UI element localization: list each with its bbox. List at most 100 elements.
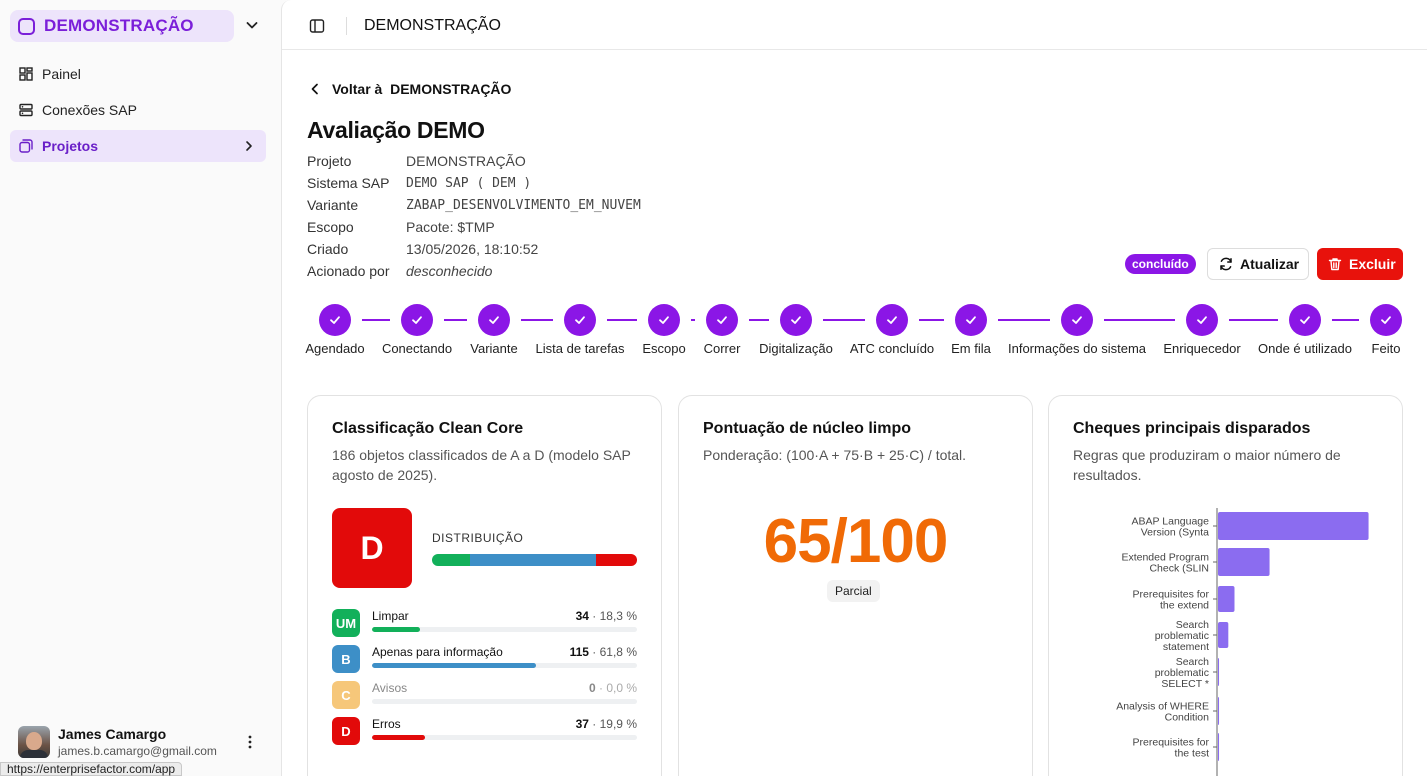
card-subtitle: Regras que produziram o maior número de … [1073,447,1341,483]
step-label: Variante [470,341,518,356]
step-complete-icon [648,304,680,336]
step-label: Agendado [305,341,365,356]
chart-bar[interactable] [1218,548,1270,576]
score-card: Pontuação de núcleo limpo Ponderação: (1… [678,395,1033,776]
meta-value: ZABAP_DESENVOLVIMENTO_EM_NUVEM [406,197,641,213]
step-label: Informações do sistema [1007,341,1147,356]
trash-icon [1328,258,1342,271]
sidebar-nav: Painel Conexões SAP Projetos [10,58,266,166]
step-label: Correr [703,341,741,356]
step-connector [919,319,944,321]
step-connector [1229,319,1278,321]
sidebar-item-label: Painel [42,66,81,82]
meta-key: Escopo [307,219,354,235]
metadata-list: Projeto DEMONSTRAÇÃO Sistema SAP DEMO SAP … [307,150,641,282]
grade-percent: · 19,9 % [592,717,637,731]
org-name: DEMONSTRAÇÃO [44,16,194,35]
dashboard-icon [19,67,33,81]
grade-track [372,699,637,704]
status-badge: concluído [1125,254,1196,274]
step-label: ATC concluído [849,341,935,356]
page-title: Avaliação DEMO [307,117,485,143]
meta-key: Sistema SAP [307,175,390,191]
step-complete-icon [955,304,987,336]
sidebar-item-projetos[interactable]: Projetos [10,130,266,162]
org-switcher[interactable]: DEMONSTRAÇÃO [10,10,234,42]
chart-bar[interactable] [1218,622,1229,648]
step-complete-icon [706,304,738,336]
grade-name: Avisos [372,681,408,695]
step-label: Enriquecedor [1163,341,1241,356]
sidebar-item-painel[interactable]: Painel [10,58,266,90]
distribution-segment [469,554,597,566]
grade-count-value: 37 [575,717,589,731]
step-label: Escopo [642,341,686,356]
card-title: Classificação Clean Core [332,420,524,437]
y-tick-label: ABAP Language Version (Synta [1132,516,1210,539]
step-label: Em fila [951,341,991,356]
more-vertical-icon[interactable] [244,734,256,750]
delete-button[interactable]: Excluir [1317,248,1403,280]
grade-chip: UM [332,609,360,637]
meta-row: Criado 13/05/2026, 18:10:52 [307,238,641,260]
grade-percent: · 18,3 % [592,609,637,623]
grade-percent: · 0,0 % [598,681,637,695]
main-content: DEMONSTRAÇÃO Voltar à DEMONSTRAÇÃO Avali… [281,0,1427,776]
grade-track [372,663,637,668]
grade-track [372,627,637,632]
step-label: Feito [1371,341,1401,356]
step-complete-icon [1370,304,1402,336]
header-breadcrumb: DEMONSTRAÇÃO [364,17,501,34]
delete-button-label: Excluir [1349,256,1396,272]
sidebar-item-conexoes-sap[interactable]: Conexões SAP [10,94,266,126]
y-tick-label: Extended Program Check (SLIN [1121,552,1209,575]
grade-count-value: 115 [569,645,589,659]
user-name: James Camargo [58,726,167,742]
user-profile[interactable]: James Camargo james.b.camargo@gmail.com [18,724,268,764]
grade-count: 115 · 61,8 % [570,645,637,659]
grade-count: 34 · 18,3 % [576,609,637,623]
step-connector [1332,319,1359,321]
chart-bar[interactable] [1218,586,1235,612]
grade-name: Apenas para informação [372,645,503,659]
chart-bar[interactable] [1218,512,1369,540]
step-connector [362,319,390,321]
avatar [18,726,50,758]
sidebar-toggle-icon[interactable] [309,18,325,34]
refresh-button[interactable]: Atualizar [1207,248,1309,280]
grade-chip: D [332,717,360,745]
meta-value: desconhecido [406,263,493,279]
meta-key: Acionado por [307,263,390,279]
step-complete-icon [564,304,596,336]
grade-row: UM Limpar 34 · 18,3 % [332,609,637,639]
chart-bar[interactable] [1218,733,1220,761]
distribution-label: DISTRIBUIÇÃO [432,531,524,545]
meta-key: Variante [307,197,359,213]
chart-bar[interactable] [1218,658,1220,686]
checks-bar-chart: ABAP Language Version (Synta Extended Prog… [1116,508,1369,776]
meta-row: Escopo Pacote: $TMP [307,216,641,238]
grade-chip: B [332,645,360,673]
meta-key: Criado [307,241,349,257]
step-complete-icon [319,304,351,336]
refresh-icon [1220,257,1232,271]
divider [346,17,347,35]
meta-row: Projeto DEMONSTRAÇÃO [307,150,641,172]
step-connector [998,319,1050,321]
org-logo-icon [18,17,35,35]
step-complete-icon [1186,304,1218,336]
back-link-label: Voltar à DEMONSTRAÇÃO [332,81,512,97]
distribution-segment [596,554,637,566]
step-label: Lista de tarefas [535,341,625,356]
step-label: Onde é utilizado [1258,341,1352,356]
grade-fill [372,735,425,740]
meta-value: DEMONSTRAÇÃO [406,153,526,169]
chart-bar[interactable] [1218,697,1220,725]
projects-icon [19,139,33,153]
step-complete-icon [478,304,510,336]
back-link[interactable]: Voltar à DEMONSTRAÇÃO [308,81,511,97]
meta-key: Projeto [307,153,352,169]
chevron-down-icon[interactable] [244,17,260,33]
sidebar: DEMONSTRAÇÃO Painel Conexões SAP Projeto… [0,0,281,776]
step-complete-icon [1289,304,1321,336]
